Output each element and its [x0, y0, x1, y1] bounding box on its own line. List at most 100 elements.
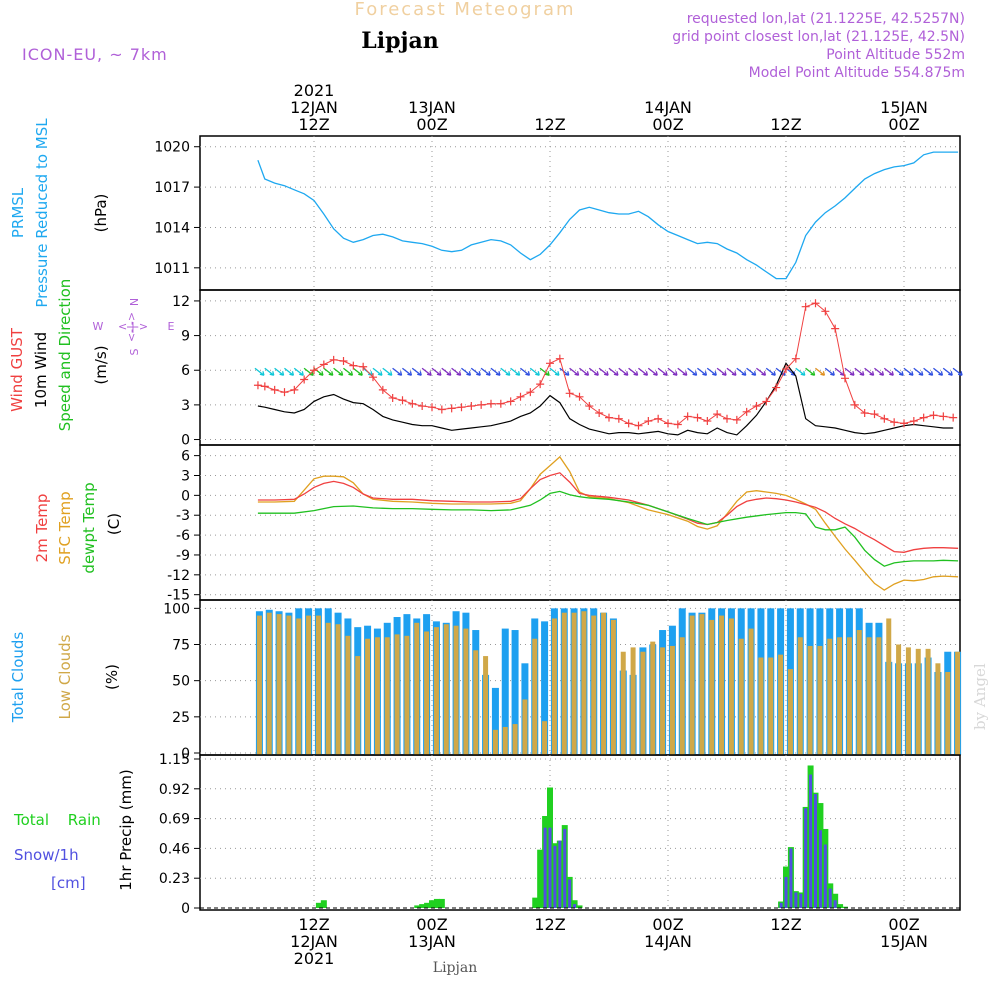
wind-direction-barb — [441, 367, 452, 376]
precipitation-ytick-label: 1.15 — [159, 752, 190, 768]
wind-compass: N E S W <-|-> <-|-> — [93, 298, 175, 356]
low-cloud-bar — [581, 611, 587, 755]
low-cloud-bar — [630, 647, 636, 755]
wind-direction-barb-head — [849, 371, 855, 376]
bottom-time-label: 00Z — [652, 915, 683, 934]
temperature-panel: -15 -12 -9 -6 -3 0 3 6 — [167, 444, 961, 604]
low-cloud-bar — [679, 637, 685, 755]
wind-ytick-label: 12 — [172, 294, 190, 310]
wind-direction-barb-head — [466, 371, 472, 376]
rain-bar — [414, 905, 421, 908]
wind-gust-point — [624, 419, 633, 428]
pressure-ytick-label: 1020 — [154, 140, 190, 156]
top-time-label: 2021 — [294, 81, 335, 100]
top-time-label: 00Z — [416, 115, 447, 134]
wind-gust-point — [634, 421, 643, 430]
wind-gust-point — [280, 388, 289, 397]
low-cloud-bar — [404, 635, 410, 755]
bottom-time-label: 00Z — [416, 915, 447, 934]
wind-gust-point — [260, 382, 269, 391]
wind-direction-barb — [765, 367, 776, 376]
low-cloud-bar — [620, 651, 626, 755]
top-time-label: 12Z — [770, 115, 801, 134]
model-label: ICON-EU, ~ 7km — [22, 45, 168, 64]
rain-bar — [419, 904, 426, 908]
wind-gust-line — [257, 302, 954, 427]
wind-gust-point — [742, 407, 751, 416]
wind-direction-barb — [598, 367, 609, 376]
wind-gust-point — [467, 402, 476, 411]
wind-gust-point — [565, 389, 574, 398]
wind-gust-point — [339, 356, 348, 365]
wind-direction-barb — [952, 367, 963, 376]
model-altitude: Model Point Altitude 554.875m — [749, 65, 965, 81]
wind-direction-barb-head — [456, 371, 462, 376]
wind-direction-barb — [736, 367, 747, 376]
wind-direction-barb — [402, 367, 412, 376]
wind-direction-barb — [352, 367, 363, 376]
wind-direction-barb — [893, 367, 904, 376]
low-cloud-bar — [748, 628, 754, 755]
wind-direction-barb-head — [761, 371, 767, 376]
snow-bar — [789, 848, 793, 908]
wind-label-10m: 10m Wind — [32, 332, 50, 408]
wind-direction-barb — [795, 367, 806, 376]
wind-gust-point — [850, 400, 859, 409]
pressure-label-line2: Pressure Reduced to MSL — [33, 118, 51, 308]
wind-direction-barb — [490, 367, 501, 376]
wind-direction-barb — [431, 367, 442, 376]
wind-direction-barb — [539, 367, 550, 376]
chart-title: Forecast Meteogram — [354, 0, 575, 20]
wind-direction-barb-head — [889, 371, 894, 376]
total-cloud-bar — [501, 628, 509, 755]
snow-bar — [804, 808, 808, 908]
wind-direction-barb-head — [564, 371, 570, 376]
wind-gust-point — [555, 354, 564, 363]
bottom-time-label: 12Z — [298, 915, 329, 934]
wind-gust-point — [673, 420, 682, 429]
wind-direction-barb-head — [643, 371, 649, 376]
low-cloud-bar — [905, 647, 911, 755]
precipitation-panel: 0 0.23 0.46 0.69 0.92 1.15 — [159, 752, 961, 917]
wind-gust-point — [437, 405, 446, 414]
wind-direction-barb-head — [721, 371, 727, 376]
low-cloud-bar — [709, 619, 715, 755]
wind-gust-point — [801, 302, 810, 311]
wind-gust-point — [378, 385, 387, 394]
wind-direction-barb-head — [908, 371, 914, 376]
low-cloud-bar — [846, 637, 852, 755]
point-altitude: Point Altitude 552m — [826, 47, 965, 63]
wind-direction-barb — [382, 367, 393, 376]
wind-gust-point — [447, 404, 456, 413]
wind-gust-point — [890, 418, 899, 427]
wind-gust-point — [772, 383, 781, 392]
wind-gust-point — [595, 408, 604, 417]
wind-direction-barb-head — [299, 371, 304, 376]
wind-speed-line — [257, 362, 954, 436]
bottom-time-label: 15JAN — [880, 932, 928, 951]
wind-gust-point — [870, 410, 879, 419]
low-cloud-bar — [601, 612, 607, 755]
wind-direction-barb — [510, 367, 520, 376]
wind-gust-point — [732, 415, 741, 424]
wind-gust-point — [428, 403, 436, 412]
precipitation-ytick-label: 0.46 — [159, 841, 190, 857]
wind-direction-barb — [756, 367, 766, 376]
precipitation-frame — [199, 754, 961, 911]
wind-gust-point — [723, 414, 731, 423]
rain-bar — [837, 904, 844, 908]
snow-bar — [568, 879, 572, 908]
rain-bar — [315, 902, 322, 908]
temperature-ytick-label: -9 — [176, 548, 190, 564]
wind-gust-point — [526, 388, 535, 397]
wind-gust-point — [821, 307, 830, 316]
wind-direction-barb — [254, 367, 265, 376]
wind-direction-barb-head — [928, 371, 934, 376]
temperature-ytick-label: 3 — [181, 468, 190, 484]
low-cloud-bar — [433, 627, 439, 755]
low-cloud-bar — [453, 625, 459, 755]
precipitation-ytick-label: 0.23 — [159, 871, 190, 887]
compass-w: W — [93, 320, 104, 333]
low-cloud-bar — [365, 638, 371, 755]
snow-bar — [828, 888, 832, 908]
